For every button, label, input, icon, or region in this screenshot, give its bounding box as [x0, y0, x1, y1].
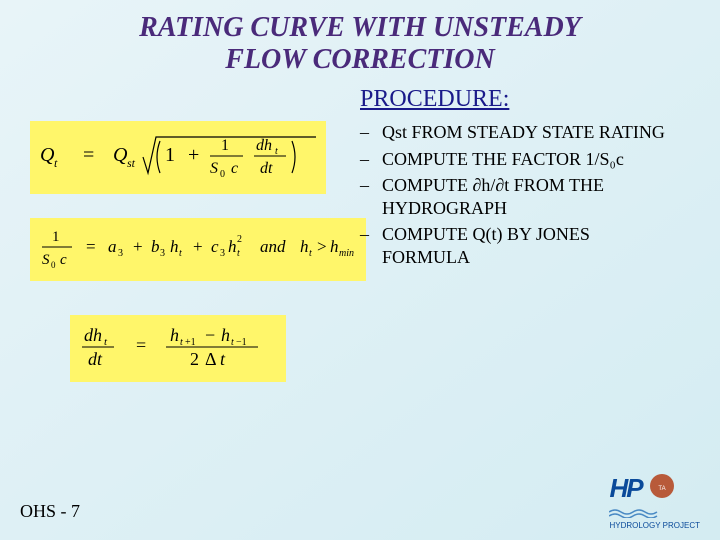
- svg-text:c: c: [211, 237, 219, 256]
- svg-text:Q: Q: [40, 144, 55, 166]
- svg-text:h: h: [300, 237, 309, 256]
- formula-3: dht dt = ht +1 − ht −1 2 Δ t: [70, 315, 286, 382]
- title-line-1: RATING CURVE WITH UNSTEADY: [139, 12, 581, 43]
- svg-text:t: t: [220, 349, 226, 369]
- svg-text:st: st: [127, 156, 136, 170]
- svg-text:dh: dh: [256, 137, 272, 154]
- procedure-item: Qst FROM STEADY STATE RATING: [360, 121, 680, 144]
- svg-text:t: t: [54, 156, 58, 170]
- svg-text:min: min: [339, 248, 354, 259]
- logo-initials: HP: [609, 473, 641, 504]
- svg-text:Q: Q: [113, 144, 128, 166]
- svg-text:t: t: [231, 337, 234, 348]
- svg-text:h: h: [221, 325, 230, 345]
- svg-text:−: −: [205, 325, 215, 345]
- formula-1: Qt = Qst 1 + 1 S 0 c dh t dt: [30, 121, 326, 194]
- svg-text:+: +: [193, 237, 203, 256]
- svg-text:3: 3: [118, 248, 123, 259]
- svg-text:c: c: [231, 160, 238, 177]
- svg-text:dh: dh: [84, 325, 102, 345]
- svg-text:S: S: [42, 252, 50, 268]
- svg-text:t: t: [180, 337, 183, 348]
- svg-text:=: =: [83, 144, 94, 166]
- svg-text:t: t: [179, 248, 182, 259]
- logo-badge-icon: TA: [648, 472, 676, 505]
- svg-text:and: and: [260, 237, 286, 256]
- slide-number: OHS - 7: [20, 501, 80, 522]
- svg-text:c: c: [60, 252, 67, 268]
- procedure-item: COMPUTE ∂h/∂t FROM THE HYDROGRAPH: [360, 174, 680, 219]
- svg-text:1: 1: [52, 229, 60, 245]
- svg-text:3: 3: [220, 248, 225, 259]
- svg-text:2: 2: [237, 234, 242, 245]
- svg-text:t: t: [275, 146, 278, 157]
- formulas-column: Qt = Qst 1 + 1 S 0 c dh t dt: [0, 121, 360, 406]
- svg-text:0: 0: [51, 260, 56, 270]
- svg-text:1: 1: [221, 137, 229, 154]
- svg-text:0: 0: [220, 169, 225, 180]
- svg-text:=: =: [86, 237, 96, 256]
- svg-text:a: a: [108, 237, 117, 256]
- svg-text:TA: TA: [658, 486, 665, 492]
- procedure-item: COMPUTE THE FACTOR 1/S₀c: [360, 148, 680, 171]
- svg-text:dt: dt: [260, 160, 273, 177]
- svg-text:dt: dt: [88, 349, 103, 369]
- svg-text:h: h: [228, 237, 237, 256]
- svg-text:+: +: [188, 144, 199, 166]
- logo: HP TA HYDROLOGY PROJECT: [609, 472, 700, 530]
- svg-text:1: 1: [165, 144, 175, 166]
- svg-text:Δ: Δ: [205, 349, 217, 369]
- svg-text:b: b: [151, 237, 160, 256]
- svg-text:−1: −1: [236, 337, 247, 348]
- logo-text: HYDROLOGY PROJECT: [609, 521, 700, 530]
- procedure-list: Qst FROM STEADY STATE RATING COMPUTE THE…: [360, 121, 700, 406]
- svg-text:h: h: [170, 237, 179, 256]
- svg-text:+1: +1: [185, 337, 196, 348]
- svg-text:S: S: [210, 160, 218, 177]
- content-area: Qt = Qst 1 + 1 S 0 c dh t dt: [0, 121, 720, 406]
- svg-text:t: t: [237, 248, 240, 259]
- wave-icon: [609, 506, 659, 518]
- svg-text:h: h: [170, 325, 179, 345]
- svg-text:t: t: [104, 336, 108, 348]
- svg-text:>: >: [317, 237, 327, 256]
- svg-text:t: t: [309, 248, 312, 259]
- svg-text:=: =: [136, 335, 146, 355]
- procedure-heading: PROCEDURE:: [360, 86, 720, 113]
- svg-text:2: 2: [190, 349, 199, 369]
- svg-text:+: +: [133, 237, 143, 256]
- title-line-2: FLOW CORRECTION: [225, 44, 494, 75]
- svg-text:3: 3: [160, 248, 165, 259]
- svg-text:h: h: [330, 237, 339, 256]
- formula-2: 1 S 0 c = a3 + b3 ht + c3 ht 2 and ht > …: [30, 218, 366, 281]
- slide-title: RATING CURVE WITH UNSTEADY FLOW CORRECTI…: [0, 0, 720, 76]
- procedure-item: COMPUTE Q(t) BY JONES FORMULA: [360, 223, 680, 268]
